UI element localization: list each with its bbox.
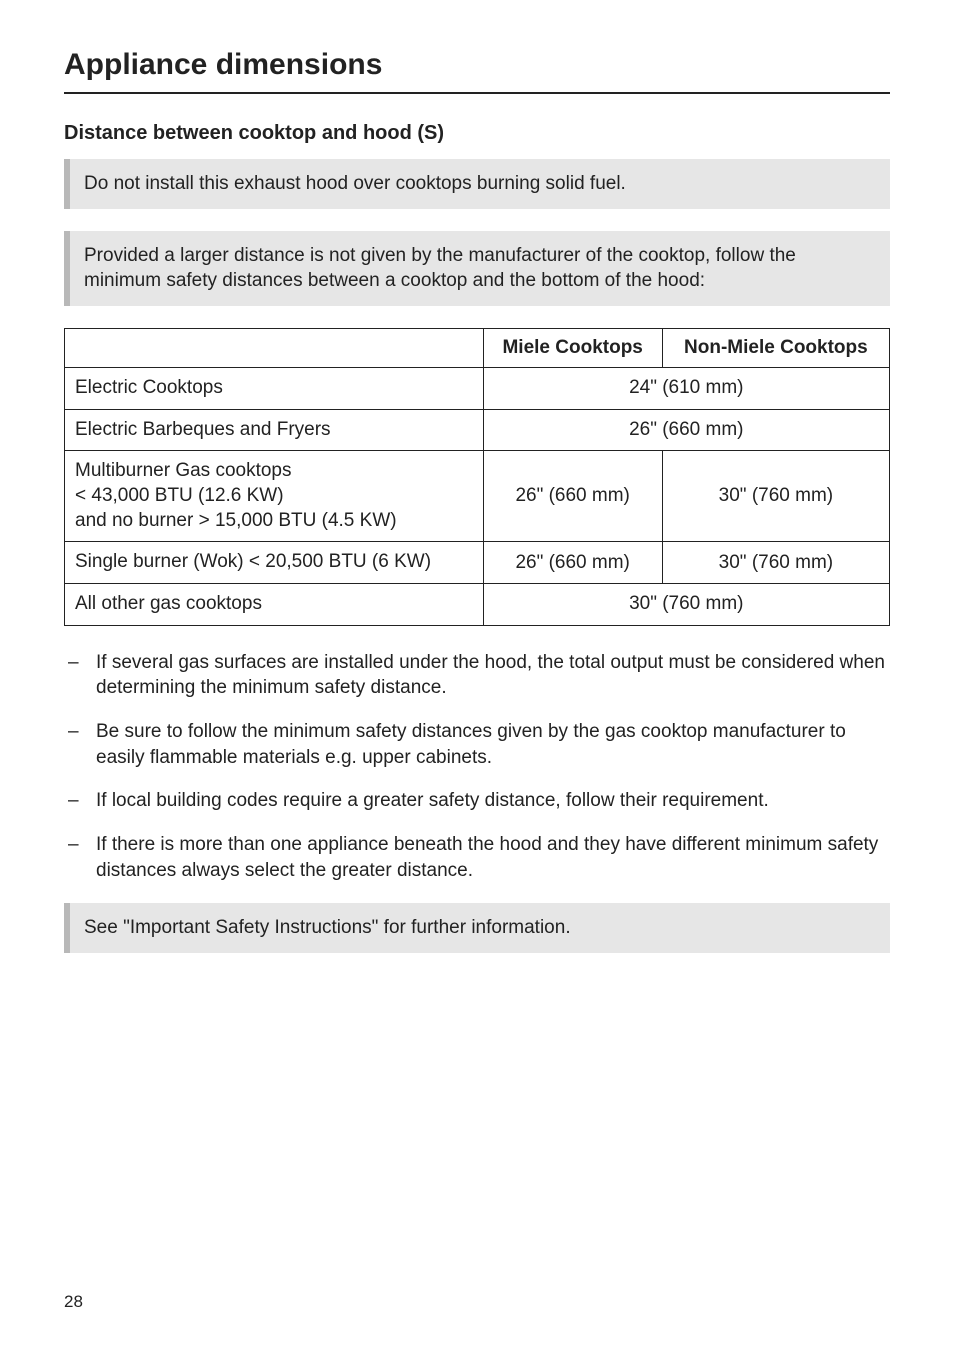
list-item: If there is more than one appliance bene… xyxy=(64,832,890,883)
table-cell-miele: 26" (660 mm) xyxy=(483,542,662,584)
page-number: 28 xyxy=(64,1292,83,1312)
callout-see-reference: See "Important Safety Instructions" for … xyxy=(64,903,890,953)
list-item: If local building codes require a greate… xyxy=(64,788,890,814)
table-row-label: Electric Barbeques and Fryers xyxy=(65,409,484,451)
table-header-blank xyxy=(65,328,484,367)
table-row: Single burner (Wok) < 20,500 BTU (6 KW)2… xyxy=(65,542,890,584)
table-cell-spanned: 24" (610 mm) xyxy=(483,367,889,409)
table-cell-miele: 26" (660 mm) xyxy=(483,451,662,542)
table-row-label: All other gas cooktops xyxy=(65,584,484,626)
notes-list: If several gas surfaces are installed un… xyxy=(64,650,890,883)
table-header-row: Miele Cooktops Non-Miele Cooktops xyxy=(65,328,890,367)
list-item: If several gas surfaces are installed un… xyxy=(64,650,890,701)
clearance-table: Miele Cooktops Non-Miele Cooktops Electr… xyxy=(64,328,890,626)
table-header-nonmiele: Non-Miele Cooktops xyxy=(662,328,889,367)
table-body: Electric Cooktops24" (610 mm)Electric Ba… xyxy=(65,367,890,625)
table-row-label: Single burner (Wok) < 20,500 BTU (6 KW) xyxy=(65,542,484,584)
table-row: Multiburner Gas cooktops< 43,000 BTU (12… xyxy=(65,451,890,542)
table-row-label: Multiburner Gas cooktops< 43,000 BTU (12… xyxy=(65,451,484,542)
callout-warning-solid-fuel: Do not install this exhaust hood over co… xyxy=(64,159,890,209)
table-cell-nonmiele: 30" (760 mm) xyxy=(662,542,889,584)
table-cell-spanned: 26" (660 mm) xyxy=(483,409,889,451)
table-cell-nonmiele: 30" (760 mm) xyxy=(662,451,889,542)
section-subheading: Distance between cooktop and hood (S) xyxy=(64,122,890,145)
table-header-miele: Miele Cooktops xyxy=(483,328,662,367)
table-cell-spanned: 30" (760 mm) xyxy=(483,584,889,626)
table-row: Electric Cooktops24" (610 mm) xyxy=(65,367,890,409)
table-row-label: Electric Cooktops xyxy=(65,367,484,409)
callout-min-distance-intro: Provided a larger distance is not given … xyxy=(64,231,890,306)
table-row: All other gas cooktops30" (760 mm) xyxy=(65,584,890,626)
table-row: Electric Barbeques and Fryers26" (660 mm… xyxy=(65,409,890,451)
list-item: Be sure to follow the minimum safety dis… xyxy=(64,719,890,770)
page-title: Appliance dimensions xyxy=(64,48,890,94)
